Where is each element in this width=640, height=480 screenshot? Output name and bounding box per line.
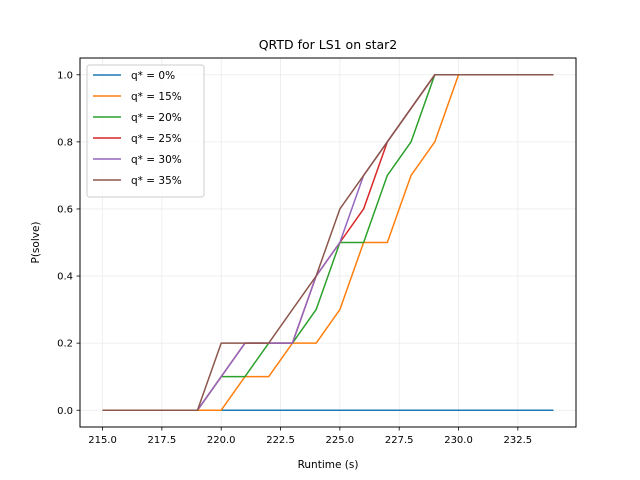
legend-label-3: q* = 25% — [131, 133, 182, 145]
y-tick-label: 0.8 — [57, 137, 73, 148]
y-tick-label: 0.0 — [57, 406, 73, 417]
legend-label-5: q* = 35% — [131, 175, 182, 187]
x-tick-label: 222.5 — [266, 435, 295, 446]
x-tick-label: 232.5 — [504, 435, 533, 446]
plot-frame — [79, 57, 577, 428]
x-tick-label: 227.5 — [385, 435, 414, 446]
legend: q* = 0% q* = 15% q* = 20% q* = 25% q* = 30% q… — [86, 64, 205, 198]
y-tick-label: 0.4 — [57, 272, 73, 283]
legend-label-4: q* = 30% — [131, 154, 182, 166]
x-tick-label: 230.0 — [444, 435, 473, 446]
legend-box — [86, 64, 205, 198]
series-line-5 — [102, 74, 554, 411]
x-axis-ticks: 215.0 217.5 220.0 222.5 225.0 227.5 230.0 232.5 — [88, 427, 532, 446]
x-tick-label: 215.0 — [88, 435, 117, 446]
y-tick-label: 1.0 — [57, 70, 73, 81]
y-tick-label: 0.6 — [57, 205, 73, 216]
x-tick-label: 217.5 — [148, 435, 177, 446]
x-tick-label: 220.0 — [207, 435, 236, 446]
legend-label-1: q* = 15% — [131, 91, 182, 103]
y-tick-label: 0.2 — [57, 339, 73, 350]
legend-label-0: q* = 0% — [131, 70, 175, 82]
series-lines — [102, 74, 554, 411]
chart-title: QRTD for LS1 on star2 — [259, 37, 398, 52]
y-axis-ticks: 0.0 0.2 0.4 0.6 0.8 1.0 — [57, 70, 80, 417]
x-tick-label: 225.0 — [326, 435, 355, 446]
x-axis-label: Runtime (s) — [298, 459, 359, 471]
legend-label-2: q* = 20% — [131, 112, 182, 124]
y-axis-label: P(solve) — [30, 221, 42, 263]
